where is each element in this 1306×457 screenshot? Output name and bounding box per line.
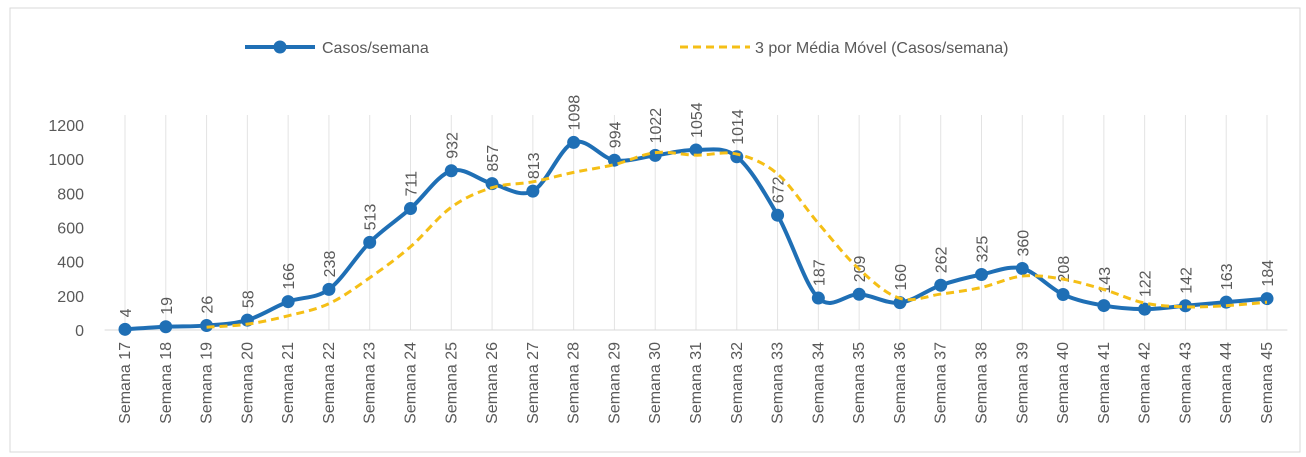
data-label: 857: [485, 145, 502, 172]
x-tick-label: Semana 45: [1259, 342, 1276, 424]
point: [1138, 302, 1152, 316]
data-label: 58: [240, 290, 257, 308]
point: [363, 235, 377, 249]
data-label: 166: [281, 263, 298, 290]
x-tick-label: Semana 27: [525, 342, 542, 424]
point: [893, 296, 907, 310]
data-label: 160: [893, 264, 910, 291]
point: [975, 267, 988, 281]
y-tick-label: 1200: [48, 118, 84, 135]
x-tick-label: Semana 33: [770, 342, 787, 424]
x-tick-label: Semana 39: [1014, 342, 1031, 424]
x-tick-label: Semana 41: [1096, 342, 1113, 424]
x-tick-label: Semana 43: [1177, 342, 1194, 424]
data-label: 672: [771, 176, 788, 203]
x-tick-label: Semana 26: [484, 342, 501, 424]
legend-item: 3 por Média Móvel (Casos/semana): [680, 40, 1008, 57]
x-tick-label: Semana 18: [158, 342, 175, 424]
y-tick-label: 400: [57, 255, 84, 272]
data-label: 143: [1097, 267, 1114, 294]
data-label: 1022: [648, 108, 665, 144]
x-tick-label: Semana 42: [1137, 342, 1154, 424]
data-label: 184: [1260, 260, 1277, 287]
point: [1097, 299, 1111, 313]
point: [730, 150, 744, 164]
data-label: 1014: [730, 109, 747, 145]
point: [852, 287, 866, 301]
x-tick-label: Semana 44: [1218, 342, 1235, 424]
data-label: 26: [200, 296, 217, 314]
x-tick-label: Semana 35: [851, 342, 868, 424]
data-label: 122: [1138, 270, 1155, 297]
point: [1178, 299, 1192, 313]
data-label: 4: [118, 308, 135, 317]
x-tick-label: Semana 24: [403, 342, 420, 424]
point: [159, 320, 173, 334]
data-label: 813: [526, 152, 543, 179]
data-label: 208: [1056, 256, 1073, 283]
point: [526, 184, 540, 198]
data-label: 187: [811, 259, 828, 286]
point: [281, 295, 295, 309]
data-label: 360: [1015, 230, 1032, 257]
data-label: 513: [363, 204, 380, 231]
x-tick-label: Semana 20: [239, 342, 256, 424]
point: [404, 202, 417, 216]
x-tick-label: Semana 23: [362, 342, 379, 424]
legend-label: Casos/semana: [322, 40, 429, 57]
y-tick-label: 200: [57, 289, 84, 306]
x-tick-label: Semana 21: [280, 342, 297, 424]
point: [567, 135, 581, 149]
x-tick-label: Semana 19: [199, 342, 216, 424]
legend-item: Casos/semana: [245, 40, 429, 57]
point: [934, 278, 948, 292]
x-tick-label: Semana 25: [443, 342, 460, 424]
y-tick-label: 1000: [48, 152, 84, 169]
x-tick-label: Semana 29: [606, 342, 623, 424]
point: [689, 143, 703, 157]
y-tick-label: 800: [57, 186, 84, 203]
data-label: 994: [607, 121, 624, 148]
data-label: 325: [975, 236, 992, 263]
point: [444, 164, 458, 178]
legend-marker: [273, 40, 287, 54]
legend-label: 3 por Média Móvel (Casos/semana): [755, 40, 1008, 57]
x-tick-label: Semana 38: [974, 342, 991, 424]
data-label: 262: [934, 246, 951, 273]
x-tick-label: Semana 22: [321, 342, 338, 424]
data-label: 163: [1219, 263, 1236, 290]
x-tick-label: Semana 28: [566, 342, 583, 424]
y-tick-label: 0: [75, 323, 84, 340]
data-label: 19: [159, 297, 176, 315]
point: [322, 282, 336, 296]
data-label: 142: [1178, 267, 1195, 294]
point: [118, 322, 132, 336]
point: [811, 291, 825, 305]
x-tick-label: Semana 30: [647, 342, 664, 424]
x-tick-label: Semana 34: [810, 342, 827, 424]
data-label: 932: [444, 132, 461, 159]
y-tick-label: 600: [57, 221, 84, 238]
data-label: 1054: [689, 102, 706, 138]
point: [771, 208, 785, 222]
point: [1056, 287, 1070, 301]
point: [200, 319, 214, 333]
x-tick-label: Semana 17: [117, 342, 134, 424]
x-tick-label: Semana 36: [892, 342, 909, 424]
point: [1015, 262, 1029, 275]
x-tick-label: Semana 31: [688, 342, 705, 424]
x-tick-label: Semana 37: [933, 342, 950, 424]
x-tick-label: Semana 32: [729, 342, 746, 424]
point: [1260, 292, 1274, 306]
data-label: 1098: [567, 95, 584, 131]
x-tick-label: Semana 40: [1055, 342, 1072, 424]
data-label: 238: [322, 251, 339, 278]
series-line: [206, 150, 1268, 329]
data-label: 711: [404, 171, 421, 197]
